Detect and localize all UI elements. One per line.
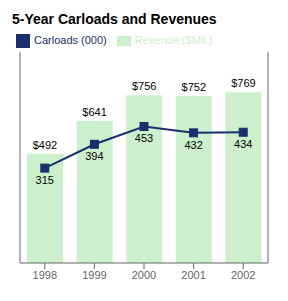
svg-text:315: 315 (36, 174, 54, 186)
html-text:Carloads (000): Carloads (000) (34, 34, 107, 46)
svg-text:1998: 1998 (33, 269, 57, 281)
svg-text:$752: $752 (182, 81, 206, 93)
svg-text:2002: 2002 (231, 269, 255, 281)
svg-text:434: 434 (234, 138, 252, 150)
svg-text:453: 453 (135, 132, 153, 144)
svg-text:$756: $756 (132, 80, 156, 92)
svg-text:2000: 2000 (132, 269, 156, 281)
svg-text:432: 432 (184, 139, 202, 151)
svg-text:394: 394 (85, 150, 103, 162)
svg-text:$769: $769 (231, 77, 255, 89)
svg-text:2001: 2001 (181, 269, 205, 281)
html-text:Revenue ($Mil.): Revenue ($Mil.) (134, 34, 213, 46)
svg-text:$492: $492 (33, 139, 57, 151)
svg-text:1999: 1999 (82, 269, 106, 281)
svg-text:$641: $641 (82, 106, 106, 118)
html-text:5-Year Carloads and Revenues: 5-Year Carloads and Revenues (12, 11, 217, 27)
